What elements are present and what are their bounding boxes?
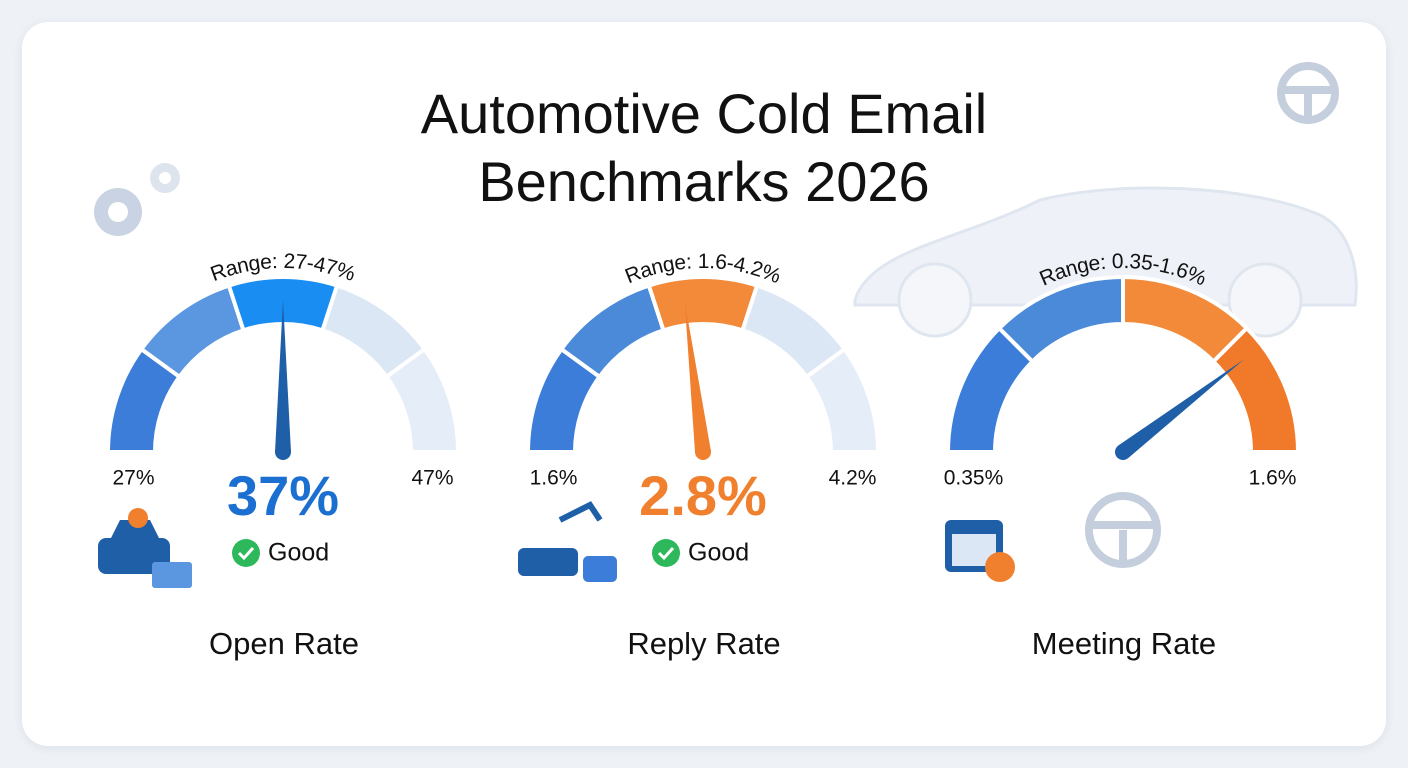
needle bbox=[684, 301, 711, 453]
gear-icons bbox=[94, 163, 180, 236]
robot-arm-icon bbox=[558, 501, 603, 523]
car-silhouette bbox=[853, 186, 1358, 338]
card bbox=[22, 22, 1386, 746]
needle-group bbox=[684, 301, 711, 460]
needle-hub bbox=[695, 444, 711, 460]
value-label: 2.8% bbox=[639, 464, 767, 527]
status-check bbox=[237, 546, 255, 561]
gear-hole bbox=[108, 202, 128, 222]
wheel-ring bbox=[1277, 62, 1339, 124]
gauge-segment bbox=[383, 346, 461, 454]
gauge-title: Reply Rate bbox=[627, 626, 780, 661]
gauge-segment bbox=[1210, 325, 1301, 454]
tick-label: 0.35% bbox=[944, 467, 1004, 490]
tick-label: 1.6% bbox=[530, 467, 578, 490]
page-title: Automotive Cold Email Benchmarks 2026 bbox=[420, 82, 988, 213]
gauge-segment bbox=[646, 275, 760, 333]
wheel-spokes bbox=[1092, 521, 1154, 562]
status-icon bbox=[652, 539, 680, 567]
needle-group bbox=[275, 300, 291, 460]
value-label: 37% bbox=[227, 464, 339, 527]
factory-icon bbox=[518, 548, 578, 576]
status-check bbox=[657, 546, 675, 561]
tick-label: 4.2% bbox=[829, 467, 877, 490]
tick-label: 47% bbox=[411, 467, 453, 490]
status-icon bbox=[232, 539, 260, 567]
gear-hole bbox=[159, 172, 171, 184]
needle bbox=[275, 300, 291, 452]
chat-icon bbox=[583, 556, 617, 582]
check-icon bbox=[985, 552, 1015, 582]
car-wheel bbox=[897, 262, 973, 338]
tick-label: 27% bbox=[112, 467, 154, 490]
gear-icon bbox=[128, 508, 148, 528]
status-label: Good bbox=[268, 539, 329, 567]
needle-hub bbox=[275, 444, 291, 460]
wheel-ring bbox=[1085, 492, 1161, 568]
needle-group bbox=[1115, 359, 1244, 460]
gauge-segment bbox=[803, 346, 881, 454]
needle-hub bbox=[1115, 444, 1131, 460]
gauge-title: Open Rate bbox=[209, 626, 359, 661]
wheel-spokes bbox=[1283, 86, 1333, 118]
car-body bbox=[853, 186, 1358, 307]
steering-wheel-icon bbox=[1085, 62, 1339, 568]
car-wheel bbox=[1227, 262, 1303, 338]
car-icon-roof bbox=[110, 520, 160, 540]
needle bbox=[1118, 359, 1244, 459]
car-icon bbox=[98, 501, 1015, 588]
mail-icon bbox=[152, 562, 192, 588]
gauge-title: Meeting Rate bbox=[1032, 626, 1216, 661]
tick-label: 1.6% bbox=[1249, 467, 1297, 490]
status-label: Good bbox=[688, 539, 749, 567]
